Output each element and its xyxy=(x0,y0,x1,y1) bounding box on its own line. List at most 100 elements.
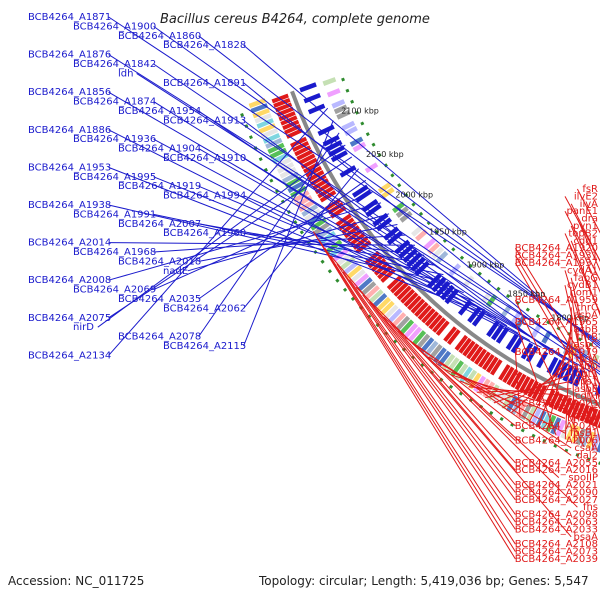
right-gene-label: BCB4264_A2026 xyxy=(515,421,598,432)
right-gene-label: BCB4264_A2063 xyxy=(515,517,598,528)
cog-feature xyxy=(565,423,577,442)
cog-feature xyxy=(435,250,449,264)
cog-feature xyxy=(279,166,297,179)
right-leader-line xyxy=(570,225,600,293)
right-gene-label: BCB4264_A2027 xyxy=(515,495,598,506)
cog-feature xyxy=(395,315,411,332)
reverse-gene-feature xyxy=(495,327,510,344)
right-leader-line xyxy=(404,336,572,456)
cog-feature xyxy=(403,323,419,339)
reverse-gene-feature xyxy=(431,276,447,293)
left-gene-label: nadE xyxy=(163,266,188,277)
right-gene-label: BCB4264_A2006 xyxy=(515,436,598,447)
right-leader-line xyxy=(564,210,600,282)
right-leader-line xyxy=(324,247,516,545)
right-leader-line xyxy=(576,218,600,272)
right-gene-label: asbE xyxy=(574,384,598,395)
right-gene-label: cydA1 xyxy=(567,265,598,276)
cog-feature xyxy=(287,180,305,194)
right-gene-label: thrC xyxy=(577,302,598,313)
cog-feature xyxy=(292,190,310,203)
cog-feature xyxy=(282,171,300,184)
reverse-gene-feature xyxy=(398,243,415,259)
right-gene-label: BCB4264_A1937 xyxy=(515,258,598,269)
forward-gene-feature xyxy=(403,292,419,308)
left-gene-label: BCB4264_A1938 xyxy=(28,200,111,211)
left-gene-label: BCB4264_A2007 xyxy=(118,219,201,230)
left-leader-line xyxy=(108,16,600,343)
forward-gene-feature xyxy=(502,366,515,384)
left-gene-label: BCB4264_A1968 xyxy=(73,247,156,258)
reverse-gene-feature xyxy=(410,256,426,272)
right-gene-label: dps1 xyxy=(574,376,598,387)
forward-gene-feature xyxy=(410,298,426,314)
right-gene-label: rsgA xyxy=(575,354,598,365)
left-leader-line xyxy=(243,157,508,327)
reverse-gene-feature xyxy=(427,272,443,289)
forward-gene-feature xyxy=(286,128,304,139)
cog-feature xyxy=(450,360,464,377)
left-gene-label: BCB4264_A2075 xyxy=(28,313,111,324)
tick-label: 1800 kbp xyxy=(551,313,589,322)
forward-gene-feature xyxy=(396,285,412,301)
left-leader-line xyxy=(153,191,374,291)
right-gene-label: thrB xyxy=(577,332,598,343)
forward-gene-feature xyxy=(324,198,342,211)
cog-feature xyxy=(375,296,391,312)
cog-feature xyxy=(331,99,346,109)
right-leader-line xyxy=(564,270,600,389)
right-leader-line xyxy=(349,279,516,515)
left-gene-label: BCB4264_A1876 xyxy=(28,50,111,61)
reverse-gene-feature xyxy=(299,82,317,93)
cog-feature xyxy=(377,182,392,194)
cog-feature xyxy=(364,162,379,174)
cog-feature xyxy=(383,304,399,320)
cog-feature xyxy=(485,294,498,308)
cog-feature xyxy=(415,229,428,242)
forward-gene-feature xyxy=(341,221,358,235)
left-leader-line xyxy=(187,213,390,272)
forward-gene-feature xyxy=(424,311,440,327)
right-leader-line xyxy=(514,351,521,418)
cog-feature xyxy=(371,293,388,308)
right-leader-line xyxy=(514,322,557,436)
cog-feature xyxy=(326,88,341,98)
right-gene-label: BCB4264_A2055 xyxy=(515,458,598,469)
forward-gene-feature xyxy=(273,98,291,108)
forward-gene-feature xyxy=(462,340,476,357)
cog-feature xyxy=(332,248,349,263)
cog-feature xyxy=(325,239,343,254)
right-leader-line xyxy=(312,231,516,560)
cog-feature xyxy=(555,419,567,437)
forward-gene-feature xyxy=(588,408,599,426)
label-leader-lines xyxy=(97,16,600,560)
left-leader-line xyxy=(243,120,554,355)
right-gene-label: spoIIP xyxy=(568,473,598,484)
forward-gene-feature xyxy=(349,232,366,247)
reverse-gene-feature xyxy=(510,336,524,354)
cog-feature xyxy=(411,330,427,346)
cog-feature xyxy=(267,142,285,154)
right-gene-label: BCB4264_A2023 xyxy=(515,399,598,410)
right-gene-label: BCB4264_A2039 xyxy=(515,554,598,565)
left-gene-label: BCB4264_A1910 xyxy=(163,153,246,164)
left-gene-labels: BCB4264_A1871BCB4264_A1900BCB4264_A1860B… xyxy=(28,12,246,361)
reverse-gene-feature xyxy=(351,184,369,198)
right-gene-label: csaA xyxy=(574,443,598,454)
left-leader-line xyxy=(153,176,485,311)
right-leader-line xyxy=(318,239,516,552)
right-leader-line xyxy=(362,294,516,501)
left-leader-line xyxy=(243,120,334,347)
left-gene-label: BCB4264_A1871 xyxy=(28,12,111,23)
right-leader-line xyxy=(336,263,516,530)
left-gene-label: BCB4264_A1991 xyxy=(73,209,156,220)
tick-label: 1900 kbp xyxy=(467,261,505,270)
right-gene-label: pyn1 xyxy=(573,221,598,232)
left-gene-label: BCB4264_A1936 xyxy=(73,134,156,145)
forward-gene-feature xyxy=(307,170,325,182)
left-gene-label: BCB4264_A2014 xyxy=(28,238,111,249)
right-gene-label: fabG xyxy=(574,273,598,284)
left-leader-line xyxy=(243,195,464,294)
forward-gene-feature xyxy=(282,119,300,131)
